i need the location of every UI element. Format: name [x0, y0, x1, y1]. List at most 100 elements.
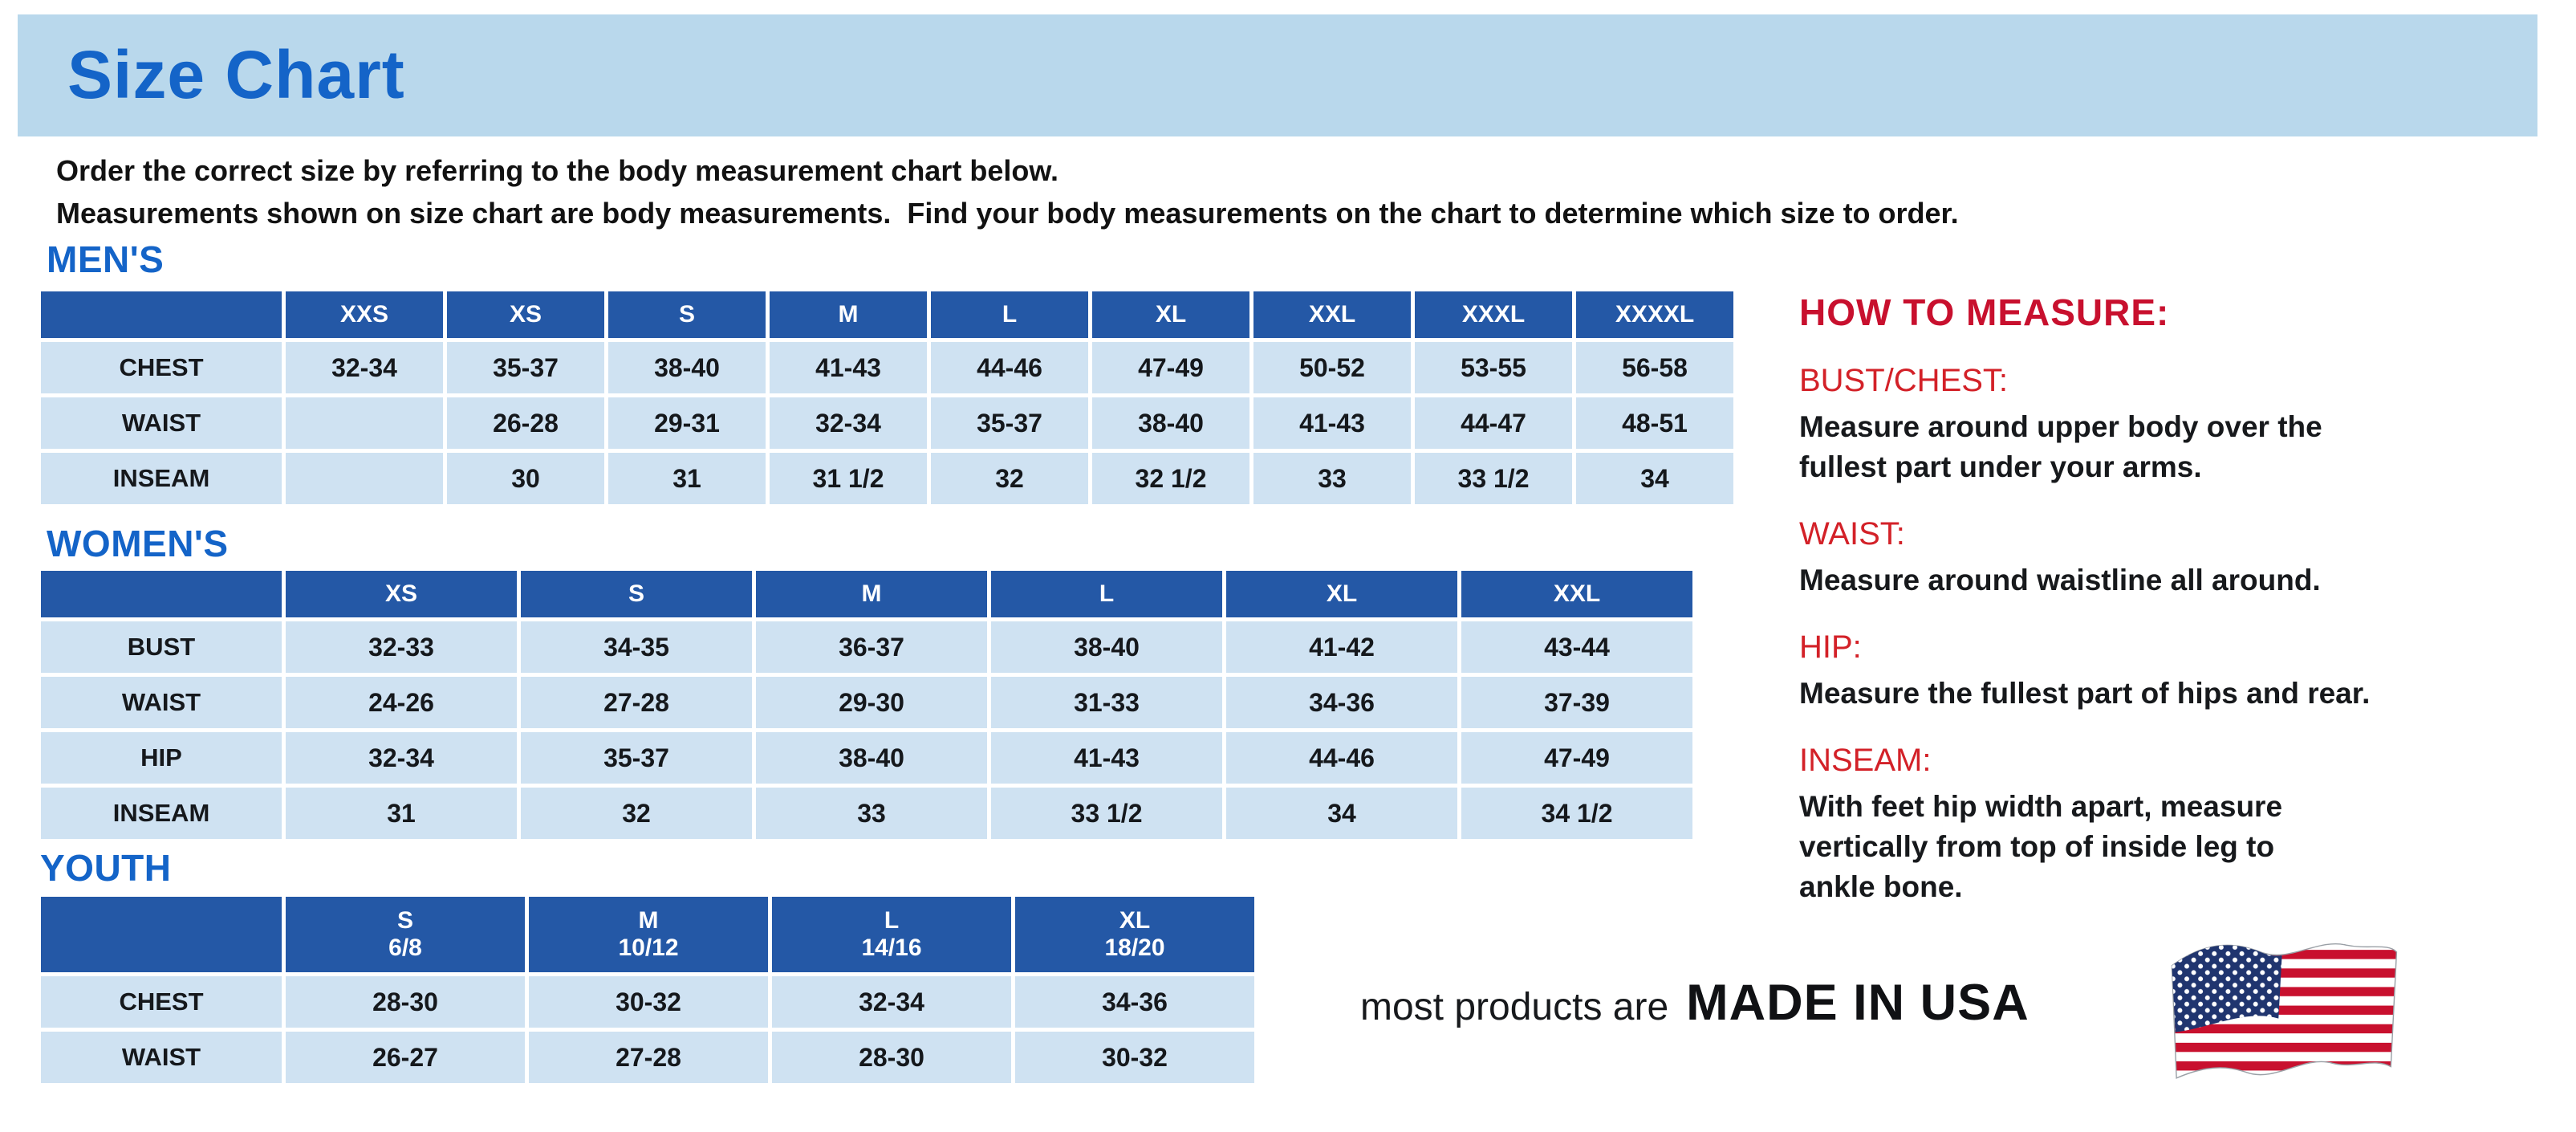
size-value-cell: 26-28: [447, 397, 604, 449]
row-label: WAIST: [41, 397, 282, 449]
size-value-cell: 41-43: [770, 342, 927, 393]
size-value-cell: [286, 453, 443, 504]
size-value-cell: 32: [931, 453, 1088, 504]
size-value-cell: 47-49: [1092, 342, 1249, 393]
size-header-cell: XXL: [1461, 571, 1692, 617]
size-value-cell: 43-44: [1461, 621, 1692, 673]
size-value-cell: 38-40: [756, 732, 987, 784]
size-value-cell: 44-47: [1415, 397, 1572, 449]
size-value-cell: 33 1/2: [991, 788, 1222, 839]
corner-cell: [41, 897, 282, 972]
size-value-cell: 37-39: [1461, 677, 1692, 728]
size-value-cell: 33: [1253, 453, 1411, 504]
size-header-cell: L 14/16: [772, 897, 1011, 972]
section-heading-mens: MEN'S: [47, 238, 165, 280]
measure-description: With feet hip width apart, measure verti…: [1799, 790, 2283, 903]
size-value-cell: 34 1/2: [1461, 788, 1692, 839]
size-header-cell: S: [521, 571, 752, 617]
row-label: CHEST: [41, 342, 282, 393]
measure-item: WAIST: Measure around waistline all aroun…: [1799, 516, 2562, 601]
row-label: WAIST: [41, 677, 282, 728]
made-in-usa-text: MADE IN USA: [1686, 975, 2030, 1031]
size-value-cell: 32-34: [286, 732, 517, 784]
womens-size-table: XS S M L XL XXL BUST 32-33 34-35 36-37 38-40 41-42 4…: [37, 567, 1696, 843]
size-value-cell: 44-46: [931, 342, 1088, 393]
size-value-cell: 30-32: [1015, 1032, 1254, 1083]
footer-prefix-text: most products are: [1360, 986, 1669, 1028]
corner-cell: [41, 291, 282, 338]
row-label: WAIST: [41, 1032, 282, 1083]
size-header-cell: L: [991, 571, 1222, 617]
size-header-cell: M: [756, 571, 987, 617]
section-heading-youth: YOUTH: [40, 847, 172, 889]
size-value-cell: 33 1/2: [1415, 453, 1572, 504]
size-value-cell: 36-37: [756, 621, 987, 673]
size-header-cell: XS: [286, 571, 517, 617]
title-bar: Size Chart: [18, 14, 2537, 136]
size-value-cell: 53-55: [1415, 342, 1572, 393]
size-value-cell: 35-37: [931, 397, 1088, 449]
measurement-row: WAIST 24-26 27-28 29-30 31-33 34-36 37-39: [41, 677, 1692, 728]
page-title: Size Chart: [67, 37, 405, 112]
size-header-row: S 6/8 M 10/12 L 14/16 XL 18/20: [41, 897, 1254, 972]
size-value-cell: 27-28: [521, 677, 752, 728]
size-value-cell: 38-40: [1092, 397, 1249, 449]
size-value-cell: 41-43: [1253, 397, 1411, 449]
size-value-cell: 31 1/2: [770, 453, 927, 504]
intro-text: Order the correct size by referring to t…: [56, 149, 1959, 234]
size-value-cell: 38-40: [991, 621, 1222, 673]
size-header-cell: S 6/8: [286, 897, 525, 972]
row-label: BUST: [41, 621, 282, 673]
row-label: HIP: [41, 732, 282, 784]
size-value-cell: 24-26: [286, 677, 517, 728]
size-value-cell: 34: [1576, 453, 1733, 504]
measure-term: HIP:: [1799, 629, 1862, 665]
size-value-cell: 32: [521, 788, 752, 839]
size-header-cell: XL: [1092, 291, 1249, 338]
size-value-cell: 27-28: [529, 1032, 768, 1083]
size-value-cell: 56-58: [1576, 342, 1733, 393]
how-to-measure-panel: HOW TO MEASURE: BUST/CHEST: Measure aroun…: [1799, 291, 2562, 907]
size-header-cell: XXXL: [1415, 291, 1572, 338]
measure-description: Measure around waistline all around.: [1799, 564, 2321, 597]
measure-item: BUST/CHEST: Measure around upper body ove…: [1799, 363, 2562, 487]
usa-flag-icon: [2171, 943, 2398, 1079]
measurement-row: BUST 32-33 34-35 36-37 38-40 41-42 43-44: [41, 621, 1692, 673]
size-value-cell: 44-46: [1226, 732, 1457, 784]
size-header-cell: XXXXL: [1576, 291, 1733, 338]
size-header-cell: XXS: [286, 291, 443, 338]
size-header-row: XXS XS S M L XL XXL XXXL XXXXL: [41, 291, 1733, 338]
size-value-cell: [286, 397, 443, 449]
measurement-row: HIP 32-34 35-37 38-40 41-43 44-46 47-49: [41, 732, 1692, 784]
intro-line-2: Measurements shown on size chart are bod…: [56, 197, 1959, 230]
size-value-cell: 32-33: [286, 621, 517, 673]
mens-size-table: XXS XS S M L XL XXL XXXL XXXXL CHEST 32-34 35-37 38-…: [37, 287, 1737, 508]
size-value-cell: 32-34: [770, 397, 927, 449]
size-value-cell: 30: [447, 453, 604, 504]
size-value-cell: 32-34: [286, 342, 443, 393]
corner-cell: [41, 571, 282, 617]
size-value-cell: 32 1/2: [1092, 453, 1249, 504]
size-header-cell: XS: [447, 291, 604, 338]
size-header-cell: S: [608, 291, 766, 338]
size-value-cell: 35-37: [447, 342, 604, 393]
section-heading-womens: WOMEN'S: [47, 523, 229, 564]
size-header-row: XS S M L XL XXL: [41, 571, 1692, 617]
measurement-row: INSEAM 30 31 31 1/2 32 32 1/2 33 33 1/2 34: [41, 453, 1733, 504]
size-value-cell: 34-35: [521, 621, 752, 673]
made-in-usa-footer: most products are MADE IN USA: [1360, 978, 2030, 1028]
intro-line-1: Order the correct size by referring to t…: [56, 154, 1058, 187]
size-header-cell: XL 18/20: [1015, 897, 1254, 972]
size-value-cell: 28-30: [286, 976, 525, 1028]
measure-term: BUST/CHEST:: [1799, 363, 2009, 398]
row-label: INSEAM: [41, 788, 282, 839]
size-value-cell: 41-43: [991, 732, 1222, 784]
size-header-cell: L: [931, 291, 1088, 338]
size-value-cell: 32-34: [772, 976, 1011, 1028]
youth-size-table: S 6/8 M 10/12 L 14/16 XL 18/20 CHEST 28-30 30-…: [37, 893, 1258, 1087]
size-header-cell: M: [770, 291, 927, 338]
measure-description: Measure the fullest part of hips and rea…: [1799, 677, 2371, 710]
size-value-cell: 41-42: [1226, 621, 1457, 673]
size-header-cell: XL: [1226, 571, 1457, 617]
size-value-cell: 33: [756, 788, 987, 839]
